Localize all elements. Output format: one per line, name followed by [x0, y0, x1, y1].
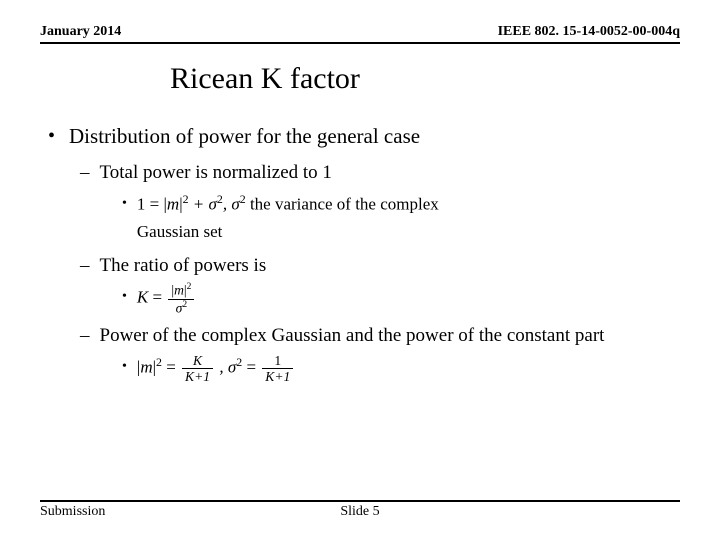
bullet2-text: The ratio of powers is — [100, 251, 267, 281]
bullet-dash: – — [80, 158, 90, 188]
bullet-dash: – — [80, 251, 90, 281]
slide-header: January 2014 IEEE 802. 15-14-0052-00-004… — [40, 24, 680, 44]
equation-3: |m|2 = KK+1 , σ2 = 1K+1 — [137, 353, 295, 384]
bullet-level3: • K = |m|2σ2 — [122, 283, 680, 314]
bullet-level3: • |m|2 = KK+1 , σ2 = 1K+1 — [122, 353, 680, 384]
header-date: January 2014 — [40, 24, 121, 40]
bullet1-text: Distribution of power for the general ca… — [69, 120, 420, 154]
equation-2: K = |m|2σ2 — [137, 283, 197, 314]
slide-footer: Submission Slide 5 — [40, 500, 680, 520]
bullet2-text: Power of the complex Gaussian and the po… — [100, 321, 605, 351]
bullet-level2: – Power of the complex Gaussian and the … — [80, 321, 680, 351]
fraction: KK+1 — [182, 354, 213, 384]
bullet-dash: – — [80, 321, 90, 351]
slide-title: Ricean K factor — [170, 62, 680, 96]
bullet-level2: – The ratio of powers is — [80, 251, 680, 281]
fraction: 1K+1 — [262, 354, 293, 384]
equation-1: 1 = |m|2 + σ2, σ2 the variance of the co… — [137, 190, 439, 245]
bullet-dot: • — [48, 120, 55, 152]
slide-content: • Distribution of power for the general … — [40, 120, 680, 384]
bullet-level3: • 1 = |m|2 + σ2, σ2 the variance of the … — [122, 190, 680, 245]
bullet2-text: Total power is normalized to 1 — [100, 158, 332, 188]
fraction: |m|2σ2 — [168, 283, 194, 314]
header-docid: IEEE 802. 15-14-0052-00-004q — [498, 24, 680, 40]
footer-slide-number: Slide 5 — [40, 504, 680, 520]
bullet-level1: • Distribution of power for the general … — [48, 120, 680, 154]
bullet-level2: – Total power is normalized to 1 — [80, 158, 680, 188]
bullet-dot-small: • — [122, 283, 127, 311]
bullet-dot-small: • — [122, 353, 127, 381]
footer-left: Submission — [40, 504, 105, 520]
bullet-dot-small: • — [122, 190, 127, 218]
